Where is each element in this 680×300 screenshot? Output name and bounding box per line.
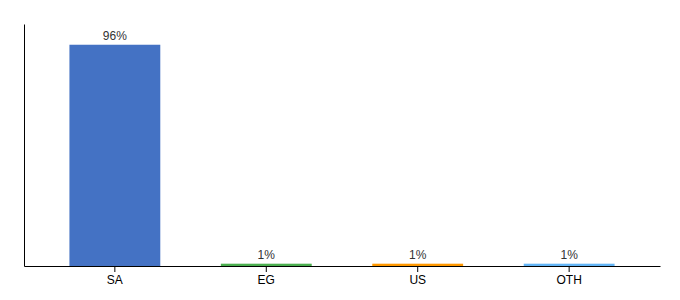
x-tick-mark (266, 266, 267, 272)
data-label: 1% (560, 248, 578, 262)
y-axis (24, 25, 25, 267)
bar (69, 45, 160, 266)
x-tick-mark (417, 266, 418, 272)
x-tick-mark (114, 266, 115, 272)
data-label: 1% (258, 248, 276, 262)
x-tick: SA (107, 266, 123, 287)
x-axis: SA EG US OTH (25, 266, 661, 287)
data-label: 96% (103, 29, 127, 43)
x-tick-label: EG (258, 273, 275, 287)
plot: SA EG US OTH 96% 1% 1% 1% (25, 25, 661, 287)
chart: SA EG US OTH 96% 1% 1% 1% (0, 0, 680, 300)
x-tick-label: US (409, 273, 426, 287)
x-tick: OTH (556, 266, 581, 287)
x-tick-mark (569, 266, 570, 272)
bar (524, 264, 615, 266)
data-labels: 96% 1% 1% 1% (103, 29, 578, 262)
x-tick: US (409, 266, 426, 287)
bar (372, 264, 463, 266)
x-tick: EG (258, 266, 275, 287)
y-axis-line (24, 25, 25, 267)
x-tick-label: OTH (556, 273, 581, 287)
data-label: 1% (409, 248, 427, 262)
x-axis-line (25, 266, 661, 267)
bars (69, 45, 614, 266)
bar (221, 264, 312, 266)
x-tick-label: SA (107, 273, 123, 287)
